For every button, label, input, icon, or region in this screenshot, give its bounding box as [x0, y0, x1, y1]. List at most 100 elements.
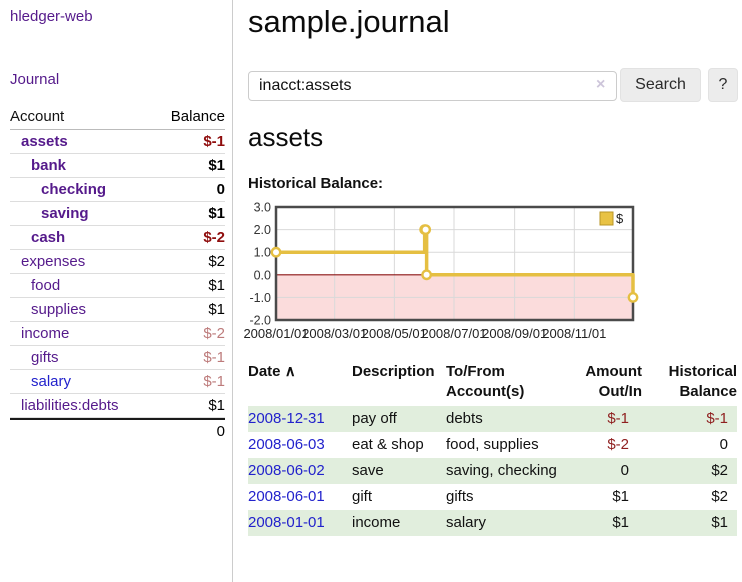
account-name-cell: liabilities:debts — [10, 397, 165, 414]
y-tick-label: -1.0 — [249, 291, 271, 305]
account-row: assets $-1 — [10, 130, 225, 154]
transaction-balance: $2 — [711, 488, 728, 505]
account-name-cell: expenses — [10, 253, 165, 270]
transaction-date-link[interactable]: 2008-06-03 — [248, 436, 325, 453]
account-link-saving[interactable]: saving — [41, 205, 89, 222]
account-link-gifts[interactable]: gifts — [31, 349, 59, 366]
account-balance: $-1 — [203, 133, 225, 150]
transaction-accounts: food, supplies — [446, 436, 539, 453]
account-name-cell: cash — [10, 229, 165, 246]
transaction-accounts: gifts — [446, 488, 474, 505]
account-balance: $1 — [208, 205, 225, 222]
plot-border — [274, 205, 635, 322]
account-balance: $-2 — [203, 229, 225, 246]
transaction-description: pay off — [352, 410, 397, 427]
accounts-header-account: Account — [10, 108, 65, 125]
account-row: checking 0 — [10, 178, 225, 202]
account-balance: $1 — [208, 397, 225, 414]
account-balance: $2 — [208, 253, 225, 270]
account-link-income[interactable]: income — [21, 325, 70, 342]
transaction-amount: $-1 — [607, 410, 629, 427]
accounts-header-balance: Balance — [170, 108, 225, 125]
account-row: saving $1 — [10, 202, 225, 226]
account-link-supplies[interactable]: supplies — [31, 301, 87, 318]
account-name-cell: assets — [10, 133, 165, 150]
data-point-marker — [627, 292, 639, 303]
register-row: 2008-01-01 income salary $1 $1 — [248, 510, 737, 536]
transaction-description: income — [352, 514, 401, 531]
accounts-rows: assets $-1 bank $1 checking 0 saving $1 cash $-2 e… — [10, 130, 225, 418]
account-name-cell: food — [10, 277, 165, 294]
transaction-date-link[interactable]: 2008-06-02 — [248, 462, 325, 479]
transaction-date-link[interactable]: 2008-06-01 — [248, 488, 325, 505]
transaction-amount: $1 — [612, 488, 629, 505]
account-name-cell: saving — [10, 205, 165, 222]
column-header-balance: Historical Balance — [668, 363, 737, 400]
account-name-cell: salary — [10, 373, 165, 390]
x-tick-label: 2008/03/01 — [302, 326, 367, 341]
transaction-description: save — [352, 462, 384, 479]
legend-swatch — [599, 211, 614, 226]
account-balance: 0 — [216, 181, 225, 198]
account-row: supplies $1 — [10, 298, 225, 322]
register-row: 2008-12-31 pay off debts $-1 $-1 — [248, 406, 737, 432]
column-header-date[interactable]: Date ∧ — [248, 363, 296, 380]
transaction-date-link[interactable]: 2008-01-01 — [248, 514, 325, 531]
y-tick-label: 3.0 — [254, 201, 271, 215]
search-input[interactable] — [248, 71, 617, 101]
register-table: Date ∧ Description To/From Account(s) Am… — [248, 360, 737, 536]
transaction-description: gift — [352, 488, 373, 505]
account-balance: $-1 — [203, 349, 225, 366]
account-balance: $1 — [208, 301, 225, 318]
account-balance: $1 — [208, 277, 225, 294]
account-balance: $1 — [208, 157, 225, 174]
column-header-description: Description — [352, 363, 435, 380]
historical-balance-chart: $3.0 2.0 1.0 0.0 -1.0 -2.0 2008/01/01 2008/03/0… — [240, 201, 740, 349]
app-brand-link[interactable]: hledger-web — [10, 8, 93, 25]
transaction-balance: $1 — [711, 514, 728, 531]
help-button[interactable]: ? — [708, 68, 738, 102]
account-row: food $1 — [10, 274, 225, 298]
column-header-accounts: To/From Account(s) — [446, 363, 525, 400]
account-title: assets — [248, 122, 324, 152]
transaction-balance: $2 — [711, 462, 728, 479]
account-row: liabilities:debts $1 — [10, 394, 225, 418]
account-link-liabilities-debts[interactable]: liabilities:debts — [21, 397, 119, 414]
account-row: gifts $-1 — [10, 346, 225, 370]
account-name-cell: checking — [10, 181, 165, 198]
search-button[interactable]: Search — [620, 68, 701, 102]
sort-asc-icon: ∧ — [284, 363, 296, 380]
clear-search-icon[interactable]: × — [596, 76, 606, 93]
y-tick-label: 0.0 — [254, 268, 271, 282]
transaction-amount: $1 — [612, 514, 629, 531]
account-link-checking[interactable]: checking — [41, 181, 107, 198]
data-point-marker — [421, 269, 433, 281]
transaction-amount: $-2 — [607, 436, 629, 453]
transaction-date-link[interactable]: 2008-12-31 — [248, 410, 325, 427]
account-name-cell: gifts — [10, 349, 165, 366]
account-row: cash $-2 — [10, 226, 225, 250]
account-link-bank[interactable]: bank — [31, 157, 67, 174]
account-link-expenses[interactable]: expenses — [21, 253, 86, 270]
transaction-balance: 0 — [719, 436, 728, 453]
transaction-amount: 0 — [620, 462, 629, 479]
column-header-amount: Amount Out/In — [585, 363, 642, 400]
accounts-total-row: 0 — [10, 418, 225, 442]
account-row: expenses $2 — [10, 250, 225, 274]
account-link-food[interactable]: food — [31, 277, 61, 294]
account-link-cash[interactable]: cash — [31, 229, 66, 246]
data-point-marker — [270, 246, 282, 258]
sidebar-item-journal[interactable]: Journal — [10, 71, 60, 88]
register-row: 2008-06-03 eat & shop food, supplies $-2 0 — [248, 432, 737, 458]
register-row: 2008-06-02 save saving, checking 0 $2 — [248, 458, 737, 484]
account-name-cell: supplies — [10, 301, 165, 318]
account-row: income $-2 — [10, 322, 225, 346]
x-tick-label: 2008/09/01 — [482, 326, 547, 341]
sidebar: hledger-web Journal Account Balance asse… — [0, 0, 233, 582]
y-tick-label: 2.0 — [254, 223, 271, 237]
account-link-assets[interactable]: assets — [21, 133, 68, 150]
register-header-row: Date ∧ Description To/From Account(s) Am… — [248, 360, 737, 406]
account-name-cell: income — [10, 325, 165, 342]
account-link-salary[interactable]: salary — [31, 373, 72, 390]
x-tick-label: 2008/05/01 — [362, 326, 427, 341]
